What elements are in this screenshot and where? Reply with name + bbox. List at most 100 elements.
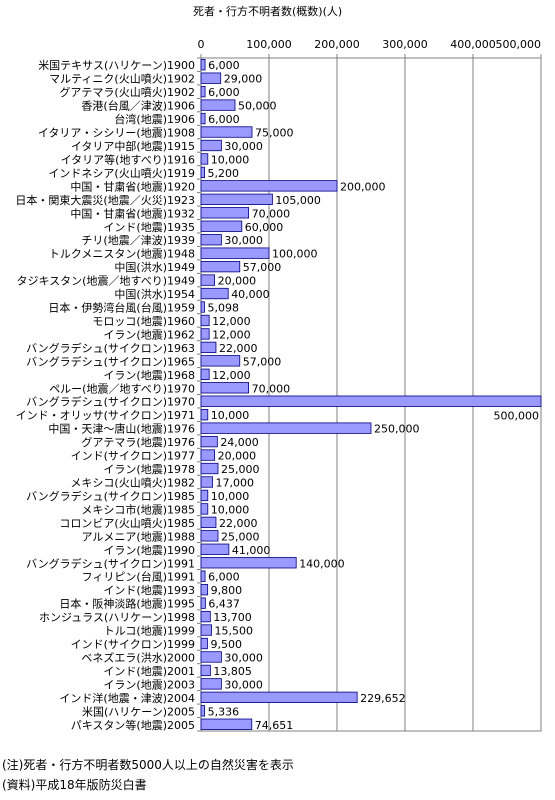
value-label: 6,437: [208, 598, 240, 611]
value-label: 6,000: [208, 86, 240, 99]
bar: [200, 691, 358, 703]
x-tick-label: 500,000: [496, 38, 542, 51]
category-label: インド(地震)1993: [103, 584, 195, 597]
bar: [200, 126, 253, 138]
value-label: 75,000: [255, 127, 294, 140]
value-label: 24,000: [220, 436, 259, 449]
category-label: コロンビア(火山噴火)1985: [59, 517, 195, 530]
bar: [200, 462, 219, 475]
value-label: 12,000: [212, 328, 251, 341]
value-label: 9,800: [211, 584, 243, 597]
value-label: 200,000: [340, 180, 386, 193]
value-label: 70,000: [252, 382, 291, 395]
category-label: グアテマラ(火山噴火)1902: [59, 85, 195, 99]
category-label: チリ(地震／津波)1939: [81, 234, 195, 247]
category-label: イラン(地震)2003: [103, 678, 195, 691]
category-label: アルメニア(地震)1988: [82, 530, 195, 543]
bar: [200, 59, 206, 71]
bar: [200, 597, 206, 609]
x-tick-label: 200,000: [314, 38, 360, 51]
category-label: 台湾(地震)1906: [114, 112, 195, 126]
value-label: 13,805: [213, 665, 252, 678]
value-label: 60,000: [245, 221, 283, 234]
bar: [200, 234, 222, 246]
value-label: 6,000: [208, 59, 240, 72]
bar: [200, 584, 209, 596]
value-label: 30,000: [224, 678, 263, 691]
category-label: インド(サイクロン)1999: [71, 638, 195, 651]
value-label: 10,000: [211, 153, 250, 166]
category-label: ペルー(地震／地すべり)1970: [49, 382, 195, 395]
value-label: 12,000: [212, 369, 251, 382]
bar: [200, 314, 210, 327]
category-label: 中国(洪水)1949: [114, 260, 195, 274]
bar: [200, 705, 206, 717]
x-tick-label: 400,000: [450, 38, 496, 51]
bar: [200, 395, 542, 407]
value-label: 9,500: [210, 638, 242, 651]
category-label: インド(サイクロン)1977: [71, 450, 195, 463]
bar: [200, 301, 205, 313]
category-label: インド・オリッサ(サイクロン)1971: [16, 409, 195, 422]
category-label: バングラデシュ(サイクロン)1985: [26, 489, 195, 503]
bar: [200, 166, 205, 179]
bar: [200, 476, 213, 488]
value-label: 30,000: [224, 140, 263, 153]
bar: [200, 678, 222, 690]
source-note: (資料)平成18年版防災白書: [2, 778, 147, 792]
value-label: 12,000: [212, 315, 251, 328]
category-label: マルティニク(火山噴火)1902: [49, 73, 195, 86]
bar: [200, 274, 215, 286]
value-label: 20,000: [218, 275, 257, 288]
value-label: 5,098: [207, 302, 239, 315]
value-label: 5,336: [208, 705, 240, 718]
category-label: バングラデシュ(サイクロン)1970: [26, 395, 195, 409]
category-label: トルコ(地震)1999: [104, 625, 195, 638]
category-label: バングラデシュ(サイクロン)1963: [26, 341, 195, 355]
category-label: バングラデシュ(サイクロン)1991: [26, 556, 195, 570]
bar: [200, 328, 210, 340]
value-label: 25,000: [221, 463, 260, 476]
bar: [200, 139, 222, 152]
x-tick-label: 0: [198, 38, 205, 51]
value-label: 57,000: [243, 355, 282, 368]
bar: [200, 449, 215, 461]
bar: [200, 651, 222, 663]
bar: [200, 409, 209, 421]
value-label: 22,000: [219, 517, 258, 530]
value-label: 20,000: [218, 450, 257, 463]
bar: [200, 287, 229, 300]
category-label: 日本・関東大震災(地震／火災)1923: [15, 193, 195, 207]
value-label: 40,000: [231, 288, 270, 301]
bar: [200, 193, 273, 205]
bar: [200, 72, 222, 84]
value-label: 30,000: [224, 234, 263, 247]
category-label: イラン(地震)1968: [103, 369, 195, 382]
category-label: モロッコ(地震)1960: [92, 315, 195, 328]
value-label: 57,000: [243, 261, 282, 274]
bar: [200, 435, 218, 448]
category-label: 中国・甘粛省(地震)1932: [70, 207, 195, 220]
bar: [200, 341, 217, 354]
x-tick-label: 300,000: [382, 38, 428, 51]
value-label: 13,700: [213, 611, 252, 624]
category-label: ホンジュラス(ハリケーン)1998: [39, 611, 195, 624]
category-label: イタリア・シシリー(地震)1908: [38, 127, 195, 140]
category-label: 日本・阪神淡路(地震)1995: [59, 597, 195, 611]
bar: [200, 503, 209, 515]
bar: [200, 557, 297, 569]
disaster-deaths-bar-chart: 死者・行方不明者数(概数)(人) 0 100,000 200,000 300,000 4…: [15, 4, 542, 732]
value-label: 29,000: [224, 73, 263, 86]
category-label: インドネシア(火山噴火)1919: [48, 167, 195, 180]
category-label: インド洋(地震・津波)2004: [59, 691, 195, 705]
bar: [200, 355, 241, 367]
value-label: 17,000: [216, 476, 255, 489]
category-label: 中国(洪水)1954: [114, 287, 195, 301]
category-label: 中国・天津～唐山(地震)1976: [48, 422, 195, 436]
value-label: 10,000: [211, 409, 250, 422]
category-label: イタリア等(地すべり)1916: [61, 152, 195, 166]
category-label: イラン(地震)1978: [103, 463, 195, 476]
value-label: 74,651: [255, 719, 294, 732]
value-label: 250,000: [374, 423, 420, 436]
bar: [200, 207, 249, 219]
